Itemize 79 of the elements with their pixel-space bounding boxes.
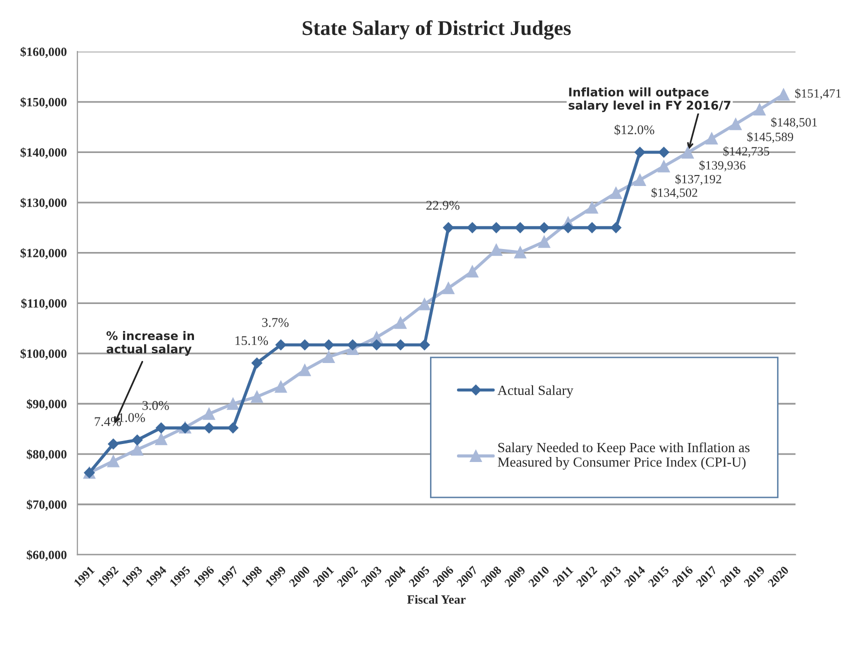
data-label: $142,735 (723, 146, 770, 158)
point (682, 146, 694, 159)
point (347, 339, 358, 350)
point (562, 222, 574, 234)
point (442, 222, 454, 234)
y-tick-label: $120,000 (20, 248, 67, 260)
data-label: $151,471 (795, 88, 841, 100)
point (490, 222, 502, 234)
point (730, 118, 742, 130)
point (204, 422, 214, 434)
point (490, 244, 502, 256)
annotation: % increase in actual salary (106, 331, 194, 356)
point (610, 222, 622, 234)
x-tick-label: 2011 (552, 566, 574, 587)
point (299, 339, 310, 350)
point (226, 398, 240, 410)
point (132, 434, 143, 446)
data-label: $134,502 (652, 188, 698, 199)
point (658, 160, 670, 172)
y-tick-label: $140,000 (20, 148, 67, 158)
annotation: 3.0% (142, 401, 169, 410)
point (538, 222, 550, 234)
y-tick-label: $70,000 (26, 500, 67, 511)
point (514, 246, 526, 258)
annotation: Inflation will outpace salary level in FY 2016/7 (568, 87, 730, 112)
point (155, 432, 168, 446)
x-axis-title: Fiscal Year (407, 594, 466, 604)
annotation: 1.0% (119, 413, 145, 422)
point (466, 222, 478, 234)
point (634, 146, 646, 158)
data-label: $137,192 (675, 174, 722, 186)
point (442, 282, 454, 294)
y-tick-label: $100,000 (20, 348, 67, 360)
point (298, 364, 311, 376)
point (395, 339, 406, 350)
point (371, 339, 382, 350)
point (156, 422, 167, 434)
annotation: 3.7% (262, 318, 289, 328)
point (538, 236, 550, 248)
point (322, 350, 335, 364)
y-tick-label: $90,000 (26, 399, 67, 410)
chart-title: State Salary of District Judges (302, 20, 571, 40)
annotation: 15.1% (235, 336, 268, 346)
point (586, 201, 598, 214)
point (202, 408, 216, 420)
point (107, 455, 120, 468)
point (131, 443, 144, 456)
data-label: $139,936 (699, 160, 746, 172)
y-tick-label: $130,000 (20, 198, 67, 209)
y-tick-label: $80,000 (26, 449, 67, 460)
point (275, 339, 286, 350)
legend-label: Actual Salary (498, 385, 574, 398)
point (323, 339, 334, 350)
point (610, 186, 622, 200)
point (586, 222, 598, 234)
point (274, 380, 287, 393)
point (394, 316, 407, 329)
point (466, 265, 478, 278)
point (706, 132, 718, 145)
legend-label: Salary Needed to Keep Pace with Inflation as Measured by Consumer Price Index (CPI-U) (498, 442, 750, 470)
point (251, 358, 262, 368)
point (514, 222, 526, 234)
data-label: $148,501 (771, 117, 817, 128)
point (250, 390, 263, 403)
y-tick-label: $60,000 (26, 550, 67, 561)
point (777, 88, 790, 101)
annotation: $12.0% (614, 124, 654, 136)
data-label: $145,589 (747, 132, 794, 143)
point (418, 298, 431, 310)
y-tick-label: $110,000 (21, 298, 67, 310)
y-tick-label: $150,000 (20, 97, 67, 108)
point (754, 103, 766, 116)
point (419, 339, 430, 350)
point (658, 146, 670, 158)
annotation: 22.9% (426, 200, 460, 210)
y-tick-label: $160,000 (20, 46, 67, 58)
point (228, 422, 238, 434)
point (634, 174, 646, 186)
point (108, 438, 119, 450)
